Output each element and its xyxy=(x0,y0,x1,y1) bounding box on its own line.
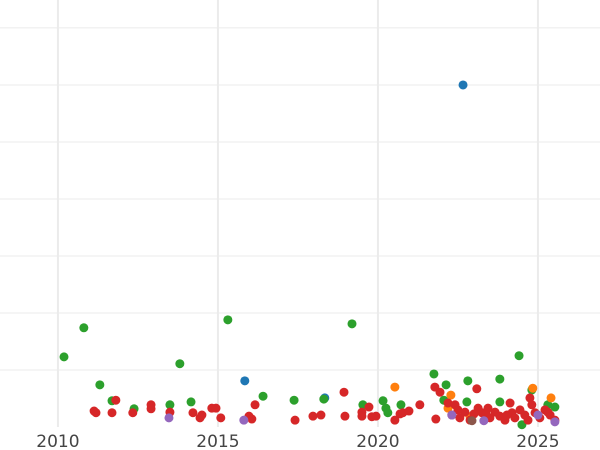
data-point xyxy=(435,387,445,397)
data-point xyxy=(247,414,257,424)
x-tick-label: 2020 xyxy=(356,432,399,450)
data-point xyxy=(188,408,198,418)
data-point xyxy=(91,408,101,418)
data-point xyxy=(383,408,393,418)
data-point xyxy=(467,416,477,426)
data-point xyxy=(472,384,482,394)
data-point xyxy=(550,417,560,427)
data-point xyxy=(550,402,560,412)
data-point xyxy=(447,410,457,420)
data-point xyxy=(510,413,520,423)
grid xyxy=(0,0,600,427)
data-point xyxy=(165,400,175,410)
data-point xyxy=(528,383,538,393)
data-point xyxy=(396,400,406,410)
data-point xyxy=(289,395,299,405)
data-point xyxy=(111,395,121,405)
x-tick-label: 2025 xyxy=(516,432,559,450)
data-point xyxy=(107,408,117,418)
data-point xyxy=(340,411,350,421)
data-point xyxy=(59,352,69,362)
data-point xyxy=(460,407,470,417)
data-point xyxy=(527,400,537,410)
data-point xyxy=(146,404,156,414)
data-point xyxy=(546,393,556,403)
data-point xyxy=(495,397,505,407)
data-point xyxy=(525,393,535,403)
data-point xyxy=(319,394,329,404)
data-point xyxy=(390,415,400,425)
data-point xyxy=(543,407,553,417)
data-point xyxy=(164,413,174,423)
data-point xyxy=(533,410,543,420)
data-point xyxy=(197,410,207,420)
data-point xyxy=(429,369,439,379)
data-point xyxy=(211,403,221,413)
data-point xyxy=(378,396,388,406)
data-point xyxy=(290,415,300,425)
data-point xyxy=(216,413,226,423)
x-axis: 2010 2015 2020 2025 xyxy=(36,432,559,450)
data-point xyxy=(415,400,425,410)
data-point xyxy=(523,415,533,425)
data-point xyxy=(514,351,524,361)
data-points xyxy=(59,80,560,430)
data-point xyxy=(441,380,451,390)
data-point xyxy=(463,376,473,386)
data-point xyxy=(258,391,268,401)
data-point xyxy=(481,409,491,419)
data-point xyxy=(223,315,233,325)
data-point xyxy=(505,398,515,408)
data-point xyxy=(443,398,453,408)
data-point xyxy=(502,410,512,420)
data-point xyxy=(453,405,463,415)
data-point xyxy=(186,397,196,407)
data-point xyxy=(175,359,185,369)
data-point xyxy=(128,408,138,418)
data-point xyxy=(446,390,456,400)
data-point xyxy=(347,319,357,329)
data-point xyxy=(469,409,479,419)
data-point xyxy=(479,416,489,426)
data-point xyxy=(308,411,318,421)
data-point xyxy=(462,397,472,407)
x-tick-label: 2015 xyxy=(196,432,239,450)
data-point xyxy=(95,380,105,390)
data-point xyxy=(239,415,249,425)
data-point xyxy=(371,411,381,421)
data-point xyxy=(339,387,349,397)
data-point xyxy=(250,400,260,410)
data-point xyxy=(364,402,374,412)
data-point xyxy=(404,406,414,416)
data-point xyxy=(316,410,326,420)
data-point xyxy=(240,376,250,386)
data-point xyxy=(495,374,505,384)
data-point xyxy=(357,411,367,421)
data-point xyxy=(458,80,468,90)
x-tick-label: 2010 xyxy=(36,432,79,450)
data-point xyxy=(390,382,400,392)
data-point xyxy=(79,323,89,333)
data-point xyxy=(431,414,441,424)
